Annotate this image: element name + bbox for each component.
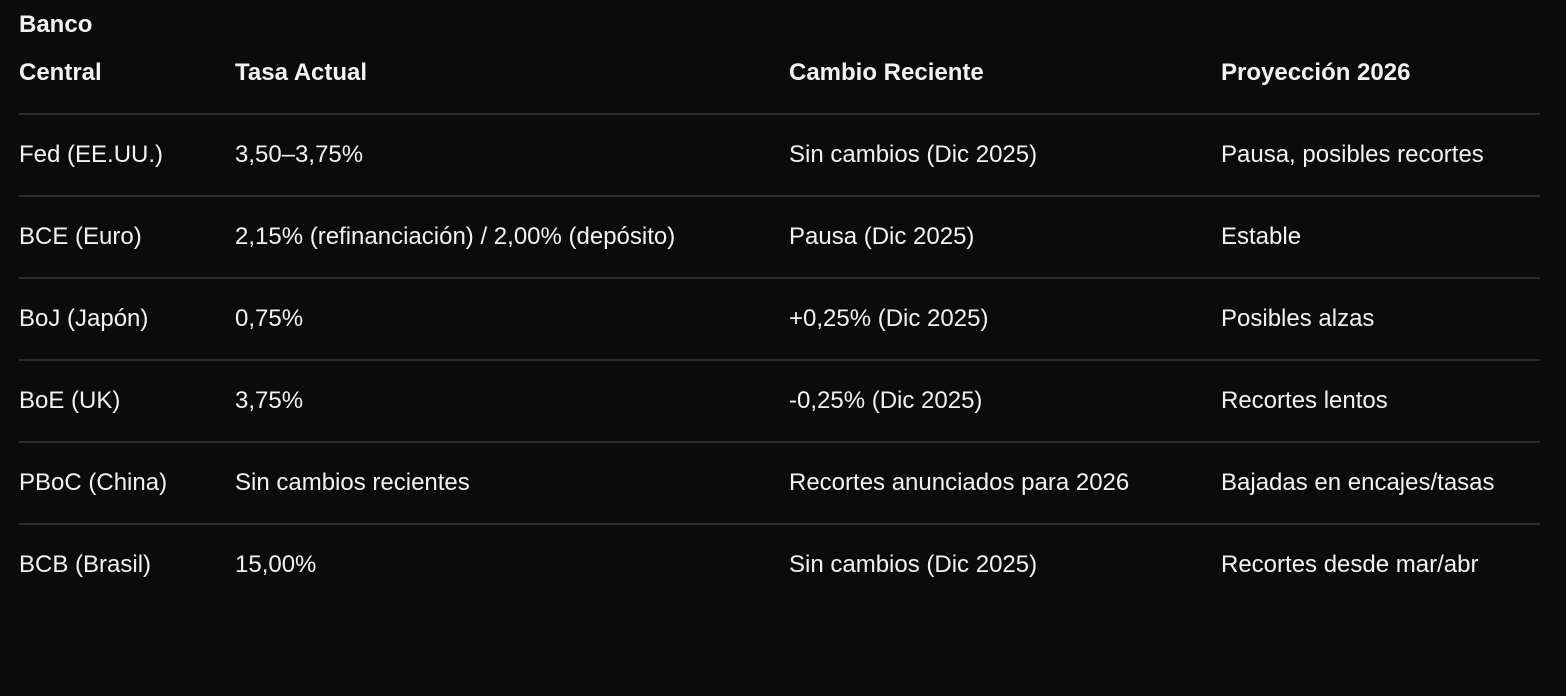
cell-rate: Sin cambios recientes	[235, 469, 470, 496]
cell-rate: 2,15% (refinanciación) / 2,00% (depósito…	[235, 223, 676, 250]
header-rate: Tasa Actual	[235, 59, 368, 86]
cell-change: -0,25% (Dic 2025)	[789, 387, 983, 414]
cell-bank: BCE (Euro)	[19, 223, 142, 250]
cell-projection: Estable	[1221, 223, 1302, 250]
cell-bank: BCB (Brasil)	[19, 551, 152, 578]
cell-rate: 0,75%	[235, 305, 304, 332]
table-row: BCE (Euro) 2,15% (refinanciación) / 2,00%…	[19, 196, 1540, 278]
cell-change: +0,25% (Dic 2025)	[789, 305, 989, 332]
header-projection: Proyección 2026	[1221, 59, 1411, 86]
header-row: Banco Central Tasa Actual Cambio Recient…	[19, 1, 1540, 114]
cell-projection: Posibles alzas	[1221, 305, 1375, 332]
cell-projection: Bajadas en encajes/tasas	[1221, 469, 1495, 496]
cell-projection: Pausa, posibles recortes	[1221, 141, 1484, 168]
table-row: Fed (EE.UU.) 3,50–3,75% Sin cambios (Dic 2…	[19, 114, 1540, 196]
cell-projection: Recortes lentos	[1221, 387, 1388, 414]
table-row: BoE (UK) 3,75% -0,25% (Dic 2025) Recortes l…	[19, 360, 1540, 442]
cell-bank: Fed (EE.UU.)	[19, 141, 164, 168]
cell-rate: 3,75%	[235, 387, 304, 414]
cell-rate: 3,50–3,75%	[235, 141, 364, 168]
cell-change: Pausa (Dic 2025)	[789, 223, 975, 250]
table-row: BCB (Brasil) 15,00% Sin cambios (Dic 2025)…	[19, 524, 1540, 605]
cell-projection: Recortes desde mar/abr	[1221, 551, 1479, 578]
cell-rate: 15,00%	[235, 551, 317, 578]
cell-bank: PBoC (China)	[19, 469, 168, 496]
table-row: BoJ (Japón) 0,75% +0,25% (Dic 2025) Posible…	[19, 278, 1540, 360]
cell-change: Recortes anunciados para 2026	[789, 469, 1130, 496]
cell-bank: BoE (UK)	[19, 387, 121, 414]
table-row: PBoC (China) Sin cambios recientes Recorte…	[19, 442, 1540, 524]
central-banks-table: Banco Central Tasa Actual Cambio Recient…	[19, 1, 1540, 605]
header-bank: Banco Central	[19, 11, 102, 86]
cell-change: Sin cambios (Dic 2025)	[789, 551, 1038, 578]
cell-change: Sin cambios (Dic 2025)	[789, 141, 1038, 168]
cell-bank: BoJ (Japón)	[19, 305, 149, 332]
header-change: Cambio Reciente	[789, 59, 984, 86]
